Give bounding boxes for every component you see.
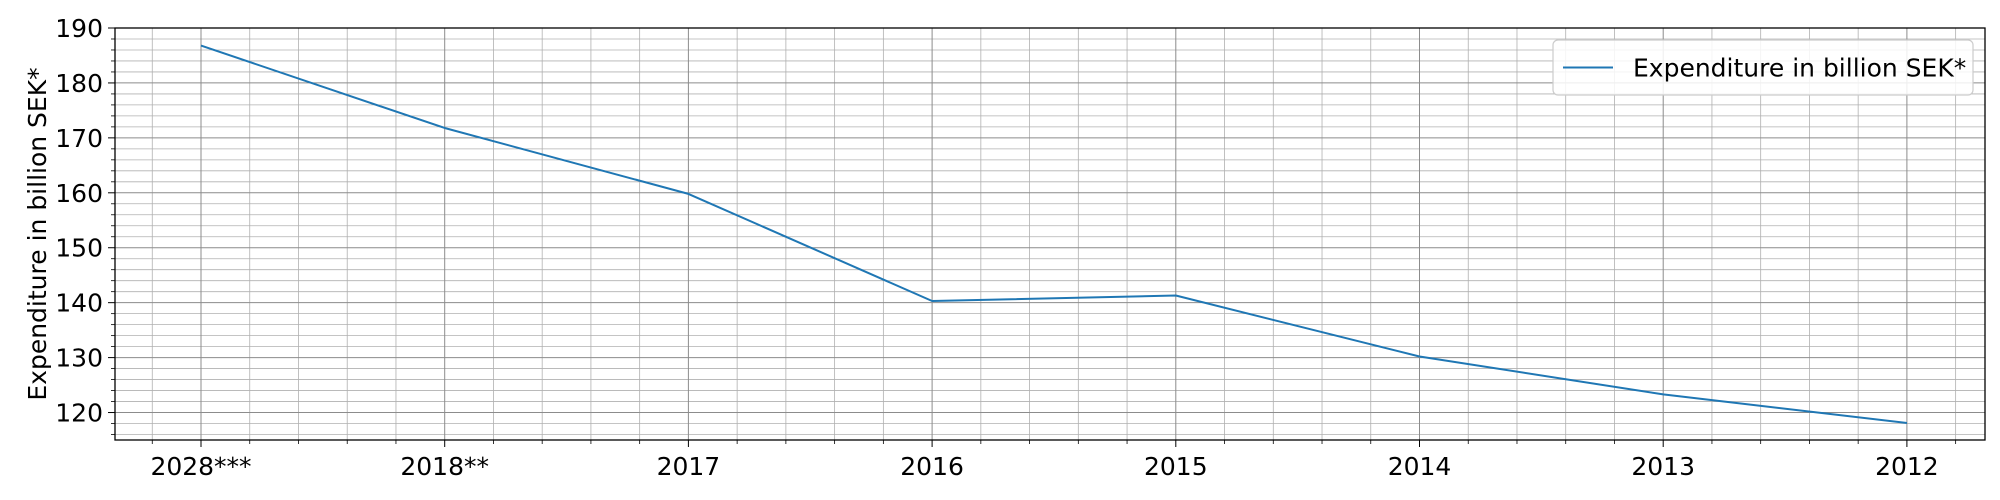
y-tick-label: 180 (55, 69, 103, 98)
x-tick-label: 2016 (900, 452, 964, 481)
y-tick-label: 140 (55, 289, 103, 318)
plot-frame (114, 27, 1986, 441)
x-tick-label: 2028*** (150, 452, 251, 481)
legend-box (1552, 39, 1974, 96)
y-axis-title: Expenditure in billion SEK* (23, 67, 52, 400)
y-tick-label: 190 (55, 14, 103, 43)
legend-label: Expenditure in billion SEK* (1633, 54, 1966, 83)
y-tick-label: 130 (55, 344, 103, 373)
y-tick-label: 150 (55, 234, 103, 263)
y-tick-label: 170 (55, 124, 103, 153)
x-tick-label: 2017 (657, 452, 721, 481)
y-tick-label: 120 (55, 399, 103, 428)
x-tick-label: 2014 (1388, 452, 1452, 481)
x-axis-ticks: 2028*** 2018** 2017 2016 2015 2014 2013 2012 (150, 440, 1957, 481)
x-tick-label: 2018** (400, 452, 489, 481)
major-grid (115, 27, 1985, 440)
x-tick-label: 2013 (1631, 452, 1695, 481)
y-axis-ticks: 120 130 140 150 160 170 180 190 (55, 14, 115, 435)
y-tick-label: 160 (55, 179, 103, 208)
series-lines (200, 44, 1908, 424)
series-line (200, 44, 1908, 424)
x-tick-label: 2012 (1875, 452, 1939, 481)
legend: Expenditure in billion SEK* (1552, 39, 1974, 96)
x-tick-label: 2015 (1144, 452, 1208, 481)
